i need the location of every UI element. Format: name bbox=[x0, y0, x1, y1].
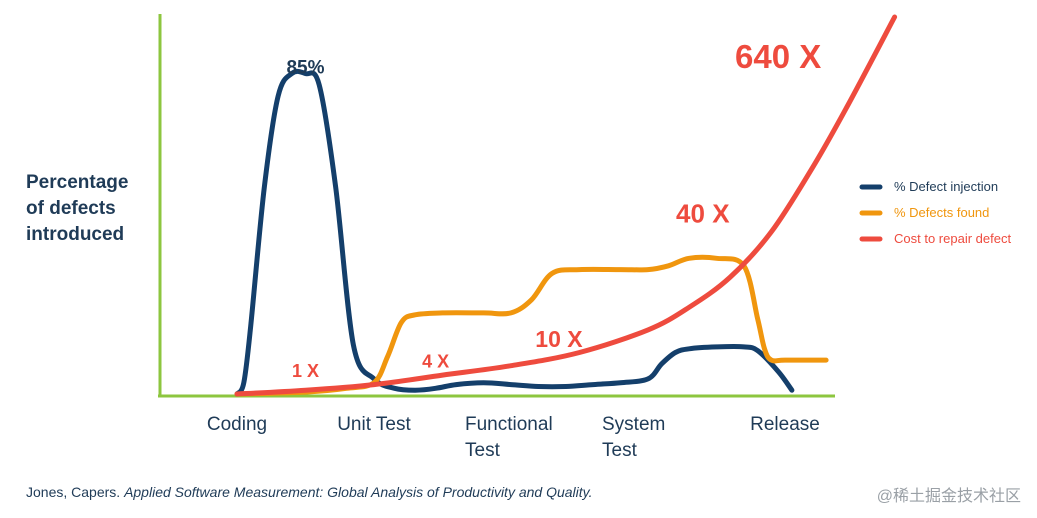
cost-label: 1 X bbox=[292, 361, 319, 381]
x-tick-label: System bbox=[602, 414, 665, 435]
y-axis-label-line: of defects bbox=[26, 198, 116, 219]
series-lines bbox=[234, 14, 898, 397]
legend-label: Cost to repair defect bbox=[894, 231, 1011, 246]
cost-label: 40 X bbox=[676, 198, 730, 228]
x-tick-label: Test bbox=[465, 440, 501, 461]
citation-title: Applied Software Measurement: Global Ana… bbox=[124, 484, 593, 500]
y-axis-label-line: introduced bbox=[26, 224, 124, 245]
legend: % Defect injection % Defects found Cost to… bbox=[859, 179, 1011, 246]
x-tick-label: Functional bbox=[465, 414, 553, 435]
x-tick-label: Unit Test bbox=[337, 414, 411, 435]
citation: Jones, Capers. Applied Software Measurem… bbox=[26, 484, 593, 500]
legend-label: % Defects found bbox=[894, 205, 989, 220]
legend-label: % Defect injection bbox=[894, 179, 998, 194]
y-axis-label: Percentage of defects introduced bbox=[26, 172, 128, 245]
x-tick-labels: Coding Unit Test Functional Test System Test R… bbox=[207, 414, 820, 461]
x-tick-label: Test bbox=[602, 440, 638, 461]
cost-label: 10 X bbox=[535, 326, 583, 352]
cost-label: 4 X bbox=[422, 352, 449, 372]
x-tick-label: Release bbox=[750, 414, 820, 435]
series-line-cost-to-repair-defect bbox=[234, 14, 898, 397]
cost-label: 640 X bbox=[735, 38, 821, 75]
annotations: 85% 1 X 4 X 10 X 40 X 640 X bbox=[286, 38, 821, 381]
y-axis-label-line: Percentage bbox=[26, 172, 128, 193]
series-line-defects-found bbox=[234, 254, 829, 397]
watermark: @稀土掘金技术社区 bbox=[876, 488, 1021, 505]
peak-label: 85% bbox=[286, 58, 324, 79]
series-line-defect-injection bbox=[234, 68, 795, 397]
x-tick-label: Coding bbox=[207, 414, 267, 435]
citation-author: Jones, Capers. bbox=[26, 484, 121, 500]
